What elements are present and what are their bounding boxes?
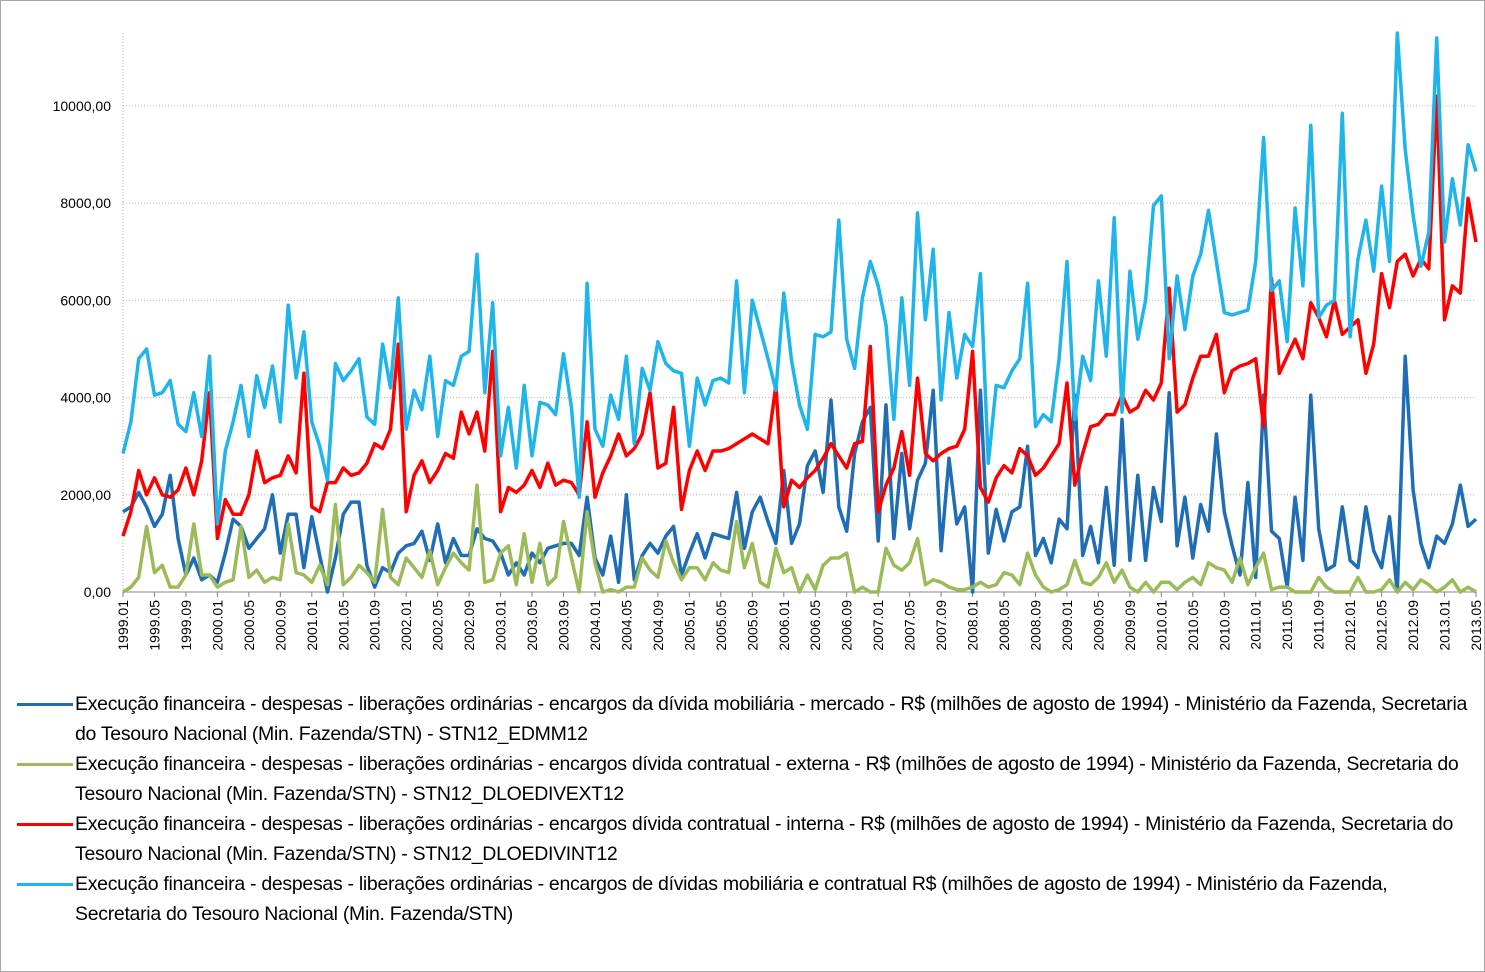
plot: 0,00 2000,00 4000,00 6000,00 8000,00 10000,00… <box>53 31 1484 651</box>
x-tick-label: 2004.01 <box>587 600 603 651</box>
series-line <box>121 31 1478 526</box>
y-tick-label: 6000,00 <box>60 292 111 308</box>
legend-swatch <box>17 763 73 766</box>
x-tick-label: 1999.01 <box>115 600 131 651</box>
x-tick-label: 2000.09 <box>272 600 288 651</box>
series-line <box>122 354 1478 594</box>
x-tick-label: 2006.05 <box>807 600 823 651</box>
legend-swatch <box>17 823 73 826</box>
x-tick-label: 2010.01 <box>1153 600 1169 651</box>
x-tick-label: 2005.09 <box>744 600 760 651</box>
x-tick-label: 2002.09 <box>461 600 477 651</box>
series-line <box>121 94 1478 541</box>
x-tick-label: 2007.01 <box>870 600 886 651</box>
x-tick-label: 2011.01 <box>1248 600 1264 650</box>
x-tick-label: 2001.09 <box>367 600 383 651</box>
legend-label: Execução financeira - despesas - liberaç… <box>75 693 1468 745</box>
x-tick-label: 2003.01 <box>493 600 509 651</box>
legend-entry: Execução financeira - despesas - liberaç… <box>1 809 1471 869</box>
legend-entry: Execução financeira - despesas - liberaç… <box>1 749 1471 809</box>
x-tick-label: 2008.09 <box>1027 600 1043 651</box>
x-tick-label: 2011.05 <box>1279 600 1295 650</box>
x-tick-label: 2001.01 <box>304 600 320 651</box>
x-tick-label: 2002.01 <box>398 600 414 651</box>
x-tick-label: 1999.05 <box>146 600 162 651</box>
x-tick-label: 2012.01 <box>1342 600 1358 651</box>
x-tick-label: 2008.01 <box>965 600 981 651</box>
x-tick-label: 2010.05 <box>1185 600 1201 651</box>
x-tick-label: 2006.01 <box>776 600 792 651</box>
x-tick-label: 2007.05 <box>902 600 918 651</box>
legend-label: Execução financeira - despesas - liberaç… <box>75 753 1459 805</box>
series-line <box>122 483 1477 594</box>
x-tick-label: 2004.05 <box>618 600 634 651</box>
x-tick-label: 2012.09 <box>1405 600 1421 651</box>
y-tick-label: 10000,00 <box>53 98 112 114</box>
x-tick-label: 2002.05 <box>430 600 446 651</box>
y-tick-label: 4000,00 <box>60 390 111 406</box>
x-tick-label: 2000.01 <box>209 600 225 651</box>
x-tick-label: 2004.09 <box>650 600 666 651</box>
legend-label: Execução financeira - despesas - liberaç… <box>75 873 1388 925</box>
x-tick-label: 2008.05 <box>996 600 1012 651</box>
x-tick-label: 2011.09 <box>1311 600 1327 650</box>
x-tick-label: 2010.09 <box>1216 600 1232 651</box>
legend-swatch <box>17 883 73 886</box>
legend: Execução financeira - despesas - liberaç… <box>1 689 1471 929</box>
x-tick-label: 2001.05 <box>335 600 351 651</box>
x-tick-label: 2006.09 <box>839 600 855 651</box>
x-tick-label: 2009.01 <box>1059 600 1075 651</box>
y-tick-label: 8000,00 <box>60 195 111 211</box>
legend-entry: Execução financeira - despesas - liberaç… <box>1 869 1471 929</box>
x-tick-label: 2003.09 <box>556 600 572 651</box>
x-tick-label: 2000.05 <box>241 600 257 651</box>
x-tick-label: 2007.09 <box>933 600 949 651</box>
x-tick-label: 2005.05 <box>713 600 729 651</box>
x-tick-label: 2005.01 <box>681 600 697 651</box>
x-tick-label: 2003.05 <box>524 600 540 651</box>
legend-entry: Execução financeira - despesas - liberaç… <box>1 689 1471 749</box>
legend-swatch <box>17 703 73 706</box>
x-tick-label: 2013.05 <box>1468 600 1484 651</box>
y-tick-label: 2000,00 <box>60 487 111 503</box>
x-tick-label: 2009.09 <box>1122 600 1138 651</box>
x-tick-label: 2012.05 <box>1374 600 1390 651</box>
y-tick-label: 0,00 <box>84 584 111 600</box>
x-tick-label: 2013.01 <box>1437 600 1453 651</box>
x-tick-label: 1999.09 <box>178 600 194 651</box>
x-tick-label: 2009.05 <box>1090 600 1106 651</box>
legend-label: Execução financeira - despesas - liberaç… <box>75 813 1454 865</box>
